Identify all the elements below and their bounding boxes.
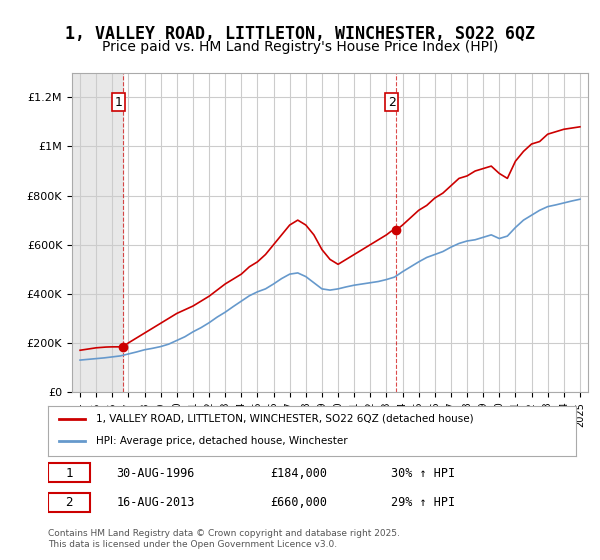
FancyBboxPatch shape [48, 463, 90, 482]
Text: 1: 1 [65, 467, 73, 480]
Bar [123, 73, 397, 392]
Text: 1: 1 [114, 96, 122, 109]
Bar [72, 73, 123, 392]
Text: 2: 2 [388, 96, 395, 109]
Text: 30% ↑ HPI: 30% ↑ HPI [391, 467, 455, 480]
Text: HPI: Average price, detached house, Winchester: HPI: Average price, detached house, Winc… [95, 436, 347, 446]
Text: £184,000: £184,000 [270, 467, 327, 480]
Text: Price paid vs. HM Land Registry's House Price Index (HPI): Price paid vs. HM Land Registry's House … [102, 40, 498, 54]
Text: £660,000: £660,000 [270, 497, 327, 510]
Text: 1, VALLEY ROAD, LITTLETON, WINCHESTER, SO22 6QZ: 1, VALLEY ROAD, LITTLETON, WINCHESTER, S… [65, 25, 535, 43]
Text: Contains HM Land Registry data © Crown copyright and database right 2025.
This d: Contains HM Land Registry data © Crown c… [48, 529, 400, 549]
FancyBboxPatch shape [48, 493, 90, 512]
Text: 16-AUG-2013: 16-AUG-2013 [116, 497, 195, 510]
Text: 29% ↑ HPI: 29% ↑ HPI [391, 497, 455, 510]
Text: 1, VALLEY ROAD, LITTLETON, WINCHESTER, SO22 6QZ (detached house): 1, VALLEY ROAD, LITTLETON, WINCHESTER, S… [95, 414, 473, 423]
Text: 30-AUG-1996: 30-AUG-1996 [116, 467, 195, 480]
Text: 2: 2 [65, 497, 73, 510]
